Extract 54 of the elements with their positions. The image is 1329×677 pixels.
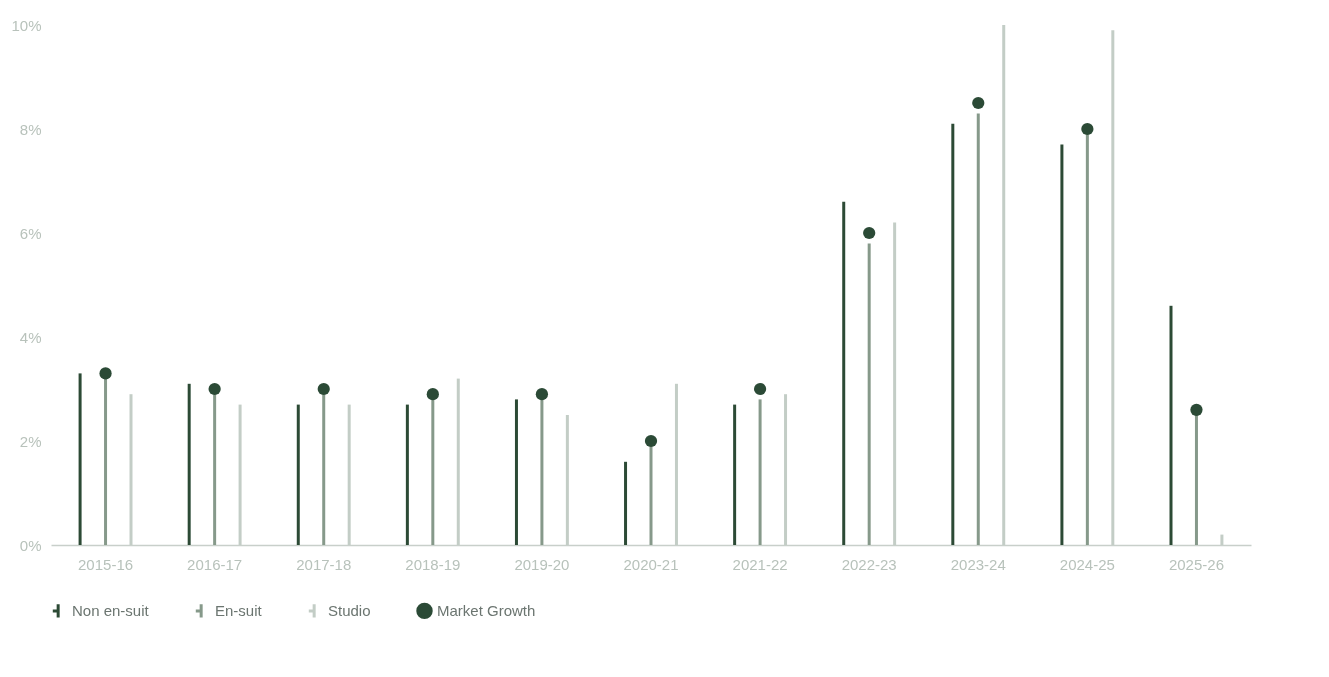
point (972, 96, 985, 110)
bar (842, 201, 846, 545)
x-tick-label: 2015-16 (78, 555, 134, 573)
legend-label: Market Growth (437, 601, 536, 619)
bar (976, 113, 980, 545)
legend-label: En-suit (215, 601, 263, 619)
point (1081, 122, 1094, 136)
y-tick-label: 6% (19, 224, 42, 242)
bar (649, 446, 653, 545)
bar (405, 404, 409, 545)
x-tick-label: 2021-22 (732, 555, 788, 573)
point (644, 434, 658, 448)
bar (1194, 415, 1198, 545)
x-tick-label: 2016-17 (187, 555, 243, 573)
x-tick-label: 2018-19 (405, 555, 461, 573)
bar (624, 461, 628, 545)
x-tick-label: 2024-25 (1059, 555, 1115, 573)
point (99, 367, 112, 380)
bar (758, 399, 762, 545)
bar (1169, 305, 1173, 545)
x-tick-label: 2017-18 (296, 555, 352, 573)
point (1190, 403, 1203, 416)
bar (322, 394, 326, 545)
bar (431, 399, 435, 545)
legend-label: Studio (328, 601, 371, 619)
bar (540, 399, 544, 545)
bar (867, 243, 871, 545)
bar (733, 404, 737, 545)
bar (78, 373, 82, 545)
x-tick-label: 2025-26 (1168, 555, 1224, 573)
bar (104, 378, 108, 545)
legend-label: Non en-suit (72, 601, 150, 619)
point (426, 388, 439, 401)
bar (1085, 134, 1089, 545)
point (753, 382, 767, 396)
y-tick-label: 2% (19, 432, 42, 450)
bar (514, 399, 518, 545)
y-tick-label: 10% (11, 16, 42, 34)
point (317, 382, 330, 396)
bar (296, 404, 300, 545)
y-tick-label: 4% (19, 328, 42, 346)
bar (1060, 144, 1064, 545)
bar (213, 394, 217, 545)
x-tick-label: 2023-24 (950, 555, 1006, 573)
x-tick-label: 2022-23 (841, 555, 897, 573)
y-tick-label: 8% (19, 120, 42, 138)
point (535, 388, 549, 401)
point (863, 226, 876, 240)
x-tick-label: 2020-21 (623, 555, 679, 573)
y-tick-label: 0% (19, 536, 42, 554)
x-tick-label: 2019-20 (514, 555, 570, 573)
point (208, 382, 221, 396)
bar (951, 123, 955, 545)
bar (187, 383, 191, 545)
